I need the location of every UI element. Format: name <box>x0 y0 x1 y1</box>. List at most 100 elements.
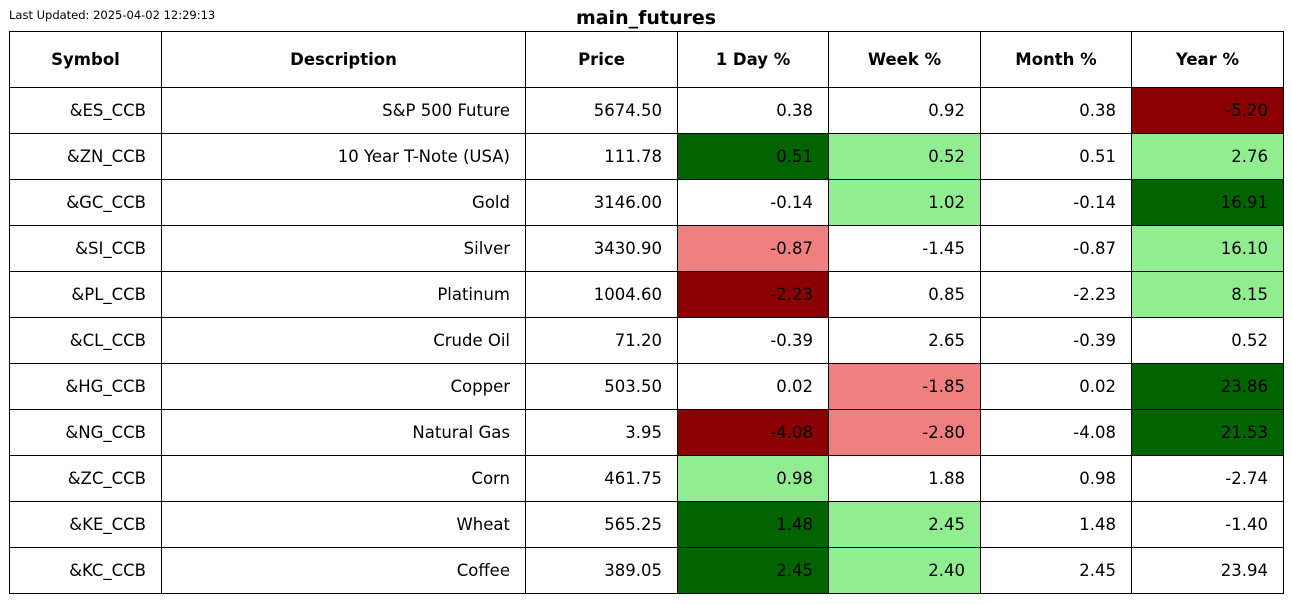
description-cell: Silver <box>161 225 526 272</box>
week-change-cell: 1.88 <box>828 455 981 502</box>
week-change-cell: 0.92 <box>828 87 981 134</box>
description-cell: Wheat <box>161 501 526 548</box>
month-change-cell: -0.39 <box>980 317 1132 364</box>
price-cell: 3146.00 <box>525 179 678 226</box>
table-row: &KE_CCB Wheat 565.25 1.48 2.45 1.48 -1.40 <box>9 501 1284 548</box>
symbol-cell: &PL_CCB <box>9 271 162 318</box>
month-change-cell: -0.87 <box>980 225 1132 272</box>
column-header-symbol: Symbol <box>9 31 162 88</box>
month-change-cell: -2.23 <box>980 271 1132 318</box>
year-change-cell: -2.74 <box>1131 455 1284 502</box>
table-row: &KC_CCB Coffee 389.05 2.45 2.40 2.45 23.94 <box>9 547 1284 594</box>
day-change-cell: 2.45 <box>677 547 829 594</box>
table-row: &ES_CCB S&P 500 Future 5674.50 0.38 0.92 0.38… <box>9 87 1284 134</box>
year-change-cell: 8.15 <box>1131 271 1284 318</box>
symbol-cell: &CL_CCB <box>9 317 162 364</box>
year-change-cell: -1.40 <box>1131 501 1284 548</box>
table-title: main_futures <box>575 7 717 29</box>
symbol-cell: &KC_CCB <box>9 547 162 594</box>
month-change-cell: 0.38 <box>980 87 1132 134</box>
header-row: Symbol Description Price 1 Day % Week % … <box>9 31 1284 88</box>
week-change-cell: -1.85 <box>828 363 981 410</box>
day-change-cell: -0.87 <box>677 225 829 272</box>
column-header-price: Price <box>525 31 678 88</box>
column-header-description: Description <box>161 31 526 88</box>
last-updated-timestamp: Last Updated: 2025-04-02 12:29:13 <box>9 8 216 22</box>
symbol-cell: &SI_CCB <box>9 225 162 272</box>
price-cell: 461.75 <box>525 455 678 502</box>
symbol-cell: &NG_CCB <box>9 409 162 456</box>
column-header-week-pct: Week % <box>828 31 981 88</box>
year-change-cell: 16.10 <box>1131 225 1284 272</box>
year-change-cell: 23.94 <box>1131 547 1284 594</box>
year-change-cell: -5.20 <box>1131 87 1284 134</box>
symbol-cell: &ZN_CCB <box>9 133 162 180</box>
description-cell: Corn <box>161 455 526 502</box>
description-cell: Platinum <box>161 271 526 318</box>
day-change-cell: -4.08 <box>677 409 829 456</box>
day-change-cell: 0.02 <box>677 363 829 410</box>
week-change-cell: 2.65 <box>828 317 981 364</box>
symbol-cell: &HG_CCB <box>9 363 162 410</box>
day-change-cell: 1.48 <box>677 501 829 548</box>
day-change-cell: -0.14 <box>677 179 829 226</box>
futures-table: Symbol Description Price 1 Day % Week % … <box>9 31 1284 594</box>
year-change-cell: 21.53 <box>1131 409 1284 456</box>
day-change-cell: 0.98 <box>677 455 829 502</box>
table-body: &ES_CCB S&P 500 Future 5674.50 0.38 0.92 0.38… <box>9 87 1284 594</box>
description-cell: Coffee <box>161 547 526 594</box>
table-row: &ZN_CCB 10 Year T-Note (USA) 111.78 0.51 0.5… <box>9 133 1284 180</box>
day-change-cell: -2.23 <box>677 271 829 318</box>
week-change-cell: 0.52 <box>828 133 981 180</box>
symbol-cell: &ZC_CCB <box>9 455 162 502</box>
year-change-cell: 2.76 <box>1131 133 1284 180</box>
description-cell: 10 Year T-Note (USA) <box>161 133 526 180</box>
price-cell: 111.78 <box>525 133 678 180</box>
month-change-cell: 2.45 <box>980 547 1132 594</box>
column-header-year-pct: Year % <box>1131 31 1284 88</box>
price-cell: 503.50 <box>525 363 678 410</box>
week-change-cell: 0.85 <box>828 271 981 318</box>
symbol-cell: &GC_CCB <box>9 179 162 226</box>
price-cell: 1004.60 <box>525 271 678 318</box>
table-row: &GC_CCB Gold 3146.00 -0.14 1.02 -0.14 16.91 <box>9 179 1284 226</box>
price-cell: 3.95 <box>525 409 678 456</box>
description-cell: Crude Oil <box>161 317 526 364</box>
day-change-cell: -0.39 <box>677 317 829 364</box>
year-change-cell: 16.91 <box>1131 179 1284 226</box>
year-change-cell: 0.52 <box>1131 317 1284 364</box>
week-change-cell: -1.45 <box>828 225 981 272</box>
table-row: &HG_CCB Copper 503.50 0.02 -1.85 0.02 23.86 <box>9 363 1284 410</box>
week-change-cell: 2.45 <box>828 501 981 548</box>
price-cell: 565.25 <box>525 501 678 548</box>
day-change-cell: 0.51 <box>677 133 829 180</box>
price-cell: 3430.90 <box>525 225 678 272</box>
table-row: &ZC_CCB Corn 461.75 0.98 1.88 0.98 -2.74 <box>9 455 1284 502</box>
description-cell: S&P 500 Future <box>161 87 526 134</box>
month-change-cell: 0.02 <box>980 363 1132 410</box>
week-change-cell: -2.80 <box>828 409 981 456</box>
price-cell: 71.20 <box>525 317 678 364</box>
description-cell: Gold <box>161 179 526 226</box>
month-change-cell: 1.48 <box>980 501 1132 548</box>
table-row: &PL_CCB Platinum 1004.60 -2.23 0.85 -2.23 8.15 <box>9 271 1284 318</box>
table-row: &CL_CCB Crude Oil 71.20 -0.39 2.65 -0.39 0.52 <box>9 317 1284 364</box>
month-change-cell: 0.51 <box>980 133 1132 180</box>
month-change-cell: 0.98 <box>980 455 1132 502</box>
price-cell: 5674.50 <box>525 87 678 134</box>
day-change-cell: 0.38 <box>677 87 829 134</box>
week-change-cell: 2.40 <box>828 547 981 594</box>
table-row: &SI_CCB Silver 3430.90 -0.87 -1.45 -0.87 16.10 <box>9 225 1284 272</box>
week-change-cell: 1.02 <box>828 179 981 226</box>
price-cell: 389.05 <box>525 547 678 594</box>
description-cell: Copper <box>161 363 526 410</box>
table-row: &NG_CCB Natural Gas 3.95 -4.08 -2.80 -4.08 21.… <box>9 409 1284 456</box>
symbol-cell: &ES_CCB <box>9 87 162 134</box>
column-header-1-day-pct: 1 Day % <box>677 31 829 88</box>
year-change-cell: 23.86 <box>1131 363 1284 410</box>
description-cell: Natural Gas <box>161 409 526 456</box>
column-header-month-pct: Month % <box>980 31 1132 88</box>
month-change-cell: -4.08 <box>980 409 1132 456</box>
month-change-cell: -0.14 <box>980 179 1132 226</box>
symbol-cell: &KE_CCB <box>9 501 162 548</box>
